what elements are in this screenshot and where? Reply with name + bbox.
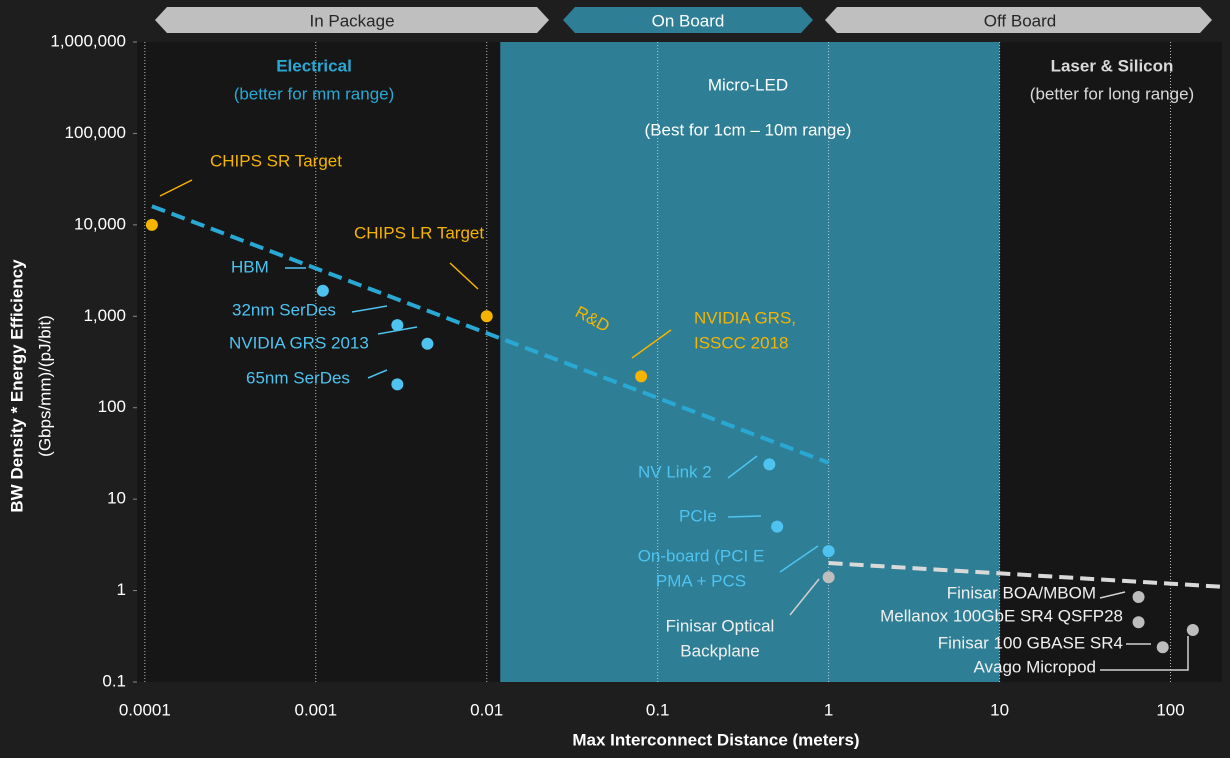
leader-line [1100, 636, 1189, 671]
x-tick-label: 0.01 [470, 700, 503, 719]
zone-arrow [155, 7, 549, 33]
data-point [822, 545, 835, 558]
point-label: CHIPS LR Target [354, 223, 484, 242]
x-tick-label: 0.1 [646, 700, 670, 719]
region-note: (better for mm range) [234, 84, 395, 103]
trend-line [828, 561, 1223, 589]
region-note: (Best for 1cm – 10m range) [645, 120, 852, 139]
point-label: 65nm SerDes [246, 368, 350, 387]
x-axis-title: Max Interconnect Distance (meters) [572, 730, 859, 749]
region-band [500, 42, 1000, 682]
zone-arrow [563, 7, 813, 33]
point-label: 32nm SerDes [232, 300, 336, 319]
data-point [145, 218, 158, 231]
point-label: Finisar BOA/MBOM [947, 583, 1096, 602]
leader-line [727, 455, 758, 479]
data-point [1186, 624, 1199, 637]
data-point [822, 571, 835, 584]
region-title: Micro-LED [708, 75, 788, 94]
data-point [421, 337, 434, 350]
point-label: Avago Micropod [973, 657, 1096, 676]
leader-line [1099, 591, 1126, 599]
region-title: Electrical [276, 56, 352, 75]
leader-line [351, 305, 388, 313]
x-tick-label: 10 [990, 700, 1009, 719]
point-label: CHIPS SR Target [210, 151, 342, 170]
data-point [771, 520, 784, 533]
point-label: HBM [231, 257, 269, 276]
data-point [763, 458, 776, 471]
leader-line [789, 578, 820, 616]
y-tick-label: 10 [107, 489, 126, 508]
leader-line [779, 545, 819, 573]
x-tick-label: 0.001 [295, 700, 338, 719]
point-label: NVIDIA GRS, [694, 308, 796, 327]
data-point [316, 284, 329, 297]
point-label: NV Link 2 [638, 462, 712, 481]
y-axis-title: (Gbps/mm)/(pJ/bit) [35, 315, 54, 457]
x-tick-label: 1 [824, 700, 833, 719]
data-point [1132, 591, 1145, 604]
y-tick-label: 100 [98, 397, 126, 416]
x-tick-label: 100 [1156, 700, 1184, 719]
data-point [1156, 641, 1169, 654]
leader-line [631, 329, 672, 359]
y-tick-label: 10,000 [74, 214, 126, 233]
x-tick-label: 0.0001 [119, 700, 171, 719]
point-label: Backplane [680, 641, 759, 660]
point-label: Finisar Optical [666, 616, 775, 635]
y-axis-title: BW Density * Energy Efficiency [7, 259, 26, 513]
data-point [1132, 616, 1145, 629]
zone-arrow [825, 7, 1212, 33]
data-point [391, 378, 404, 391]
region-note: (better for long range) [1030, 84, 1194, 103]
point-label: ISSCC 2018 [694, 333, 789, 352]
point-label: PMA + PCS [656, 571, 746, 590]
data-point [635, 370, 648, 383]
leader-line [159, 179, 193, 197]
leader-line [367, 369, 388, 379]
y-tick-label: 1 [117, 580, 126, 599]
zone-label: In Package [309, 11, 394, 30]
point-label: Mellanox 100GbE SR4 QSFP28 [880, 606, 1123, 625]
data-point [480, 310, 493, 323]
y-tick-label: 100,000 [65, 123, 126, 142]
trend-line [151, 204, 830, 465]
leader-line [377, 326, 418, 335]
y-tick-label: 1,000 [83, 306, 126, 325]
point-label: PCIe [679, 506, 717, 525]
y-tick-label: 1,000,000 [50, 31, 126, 50]
point-label: Finisar 100 GBASE SR4 [938, 633, 1123, 652]
point-label: NVIDIA GRS 2013 [229, 333, 369, 352]
leader-line [727, 515, 762, 518]
zone-label: Off Board [984, 11, 1056, 30]
zone-label: On Board [652, 11, 725, 30]
y-tick-label: 0.1 [102, 671, 126, 690]
leader-line [449, 262, 479, 290]
data-point [391, 319, 404, 332]
region-title: Laser & Silicon [1051, 56, 1174, 75]
point-label: On-board (PCI E [638, 546, 765, 565]
